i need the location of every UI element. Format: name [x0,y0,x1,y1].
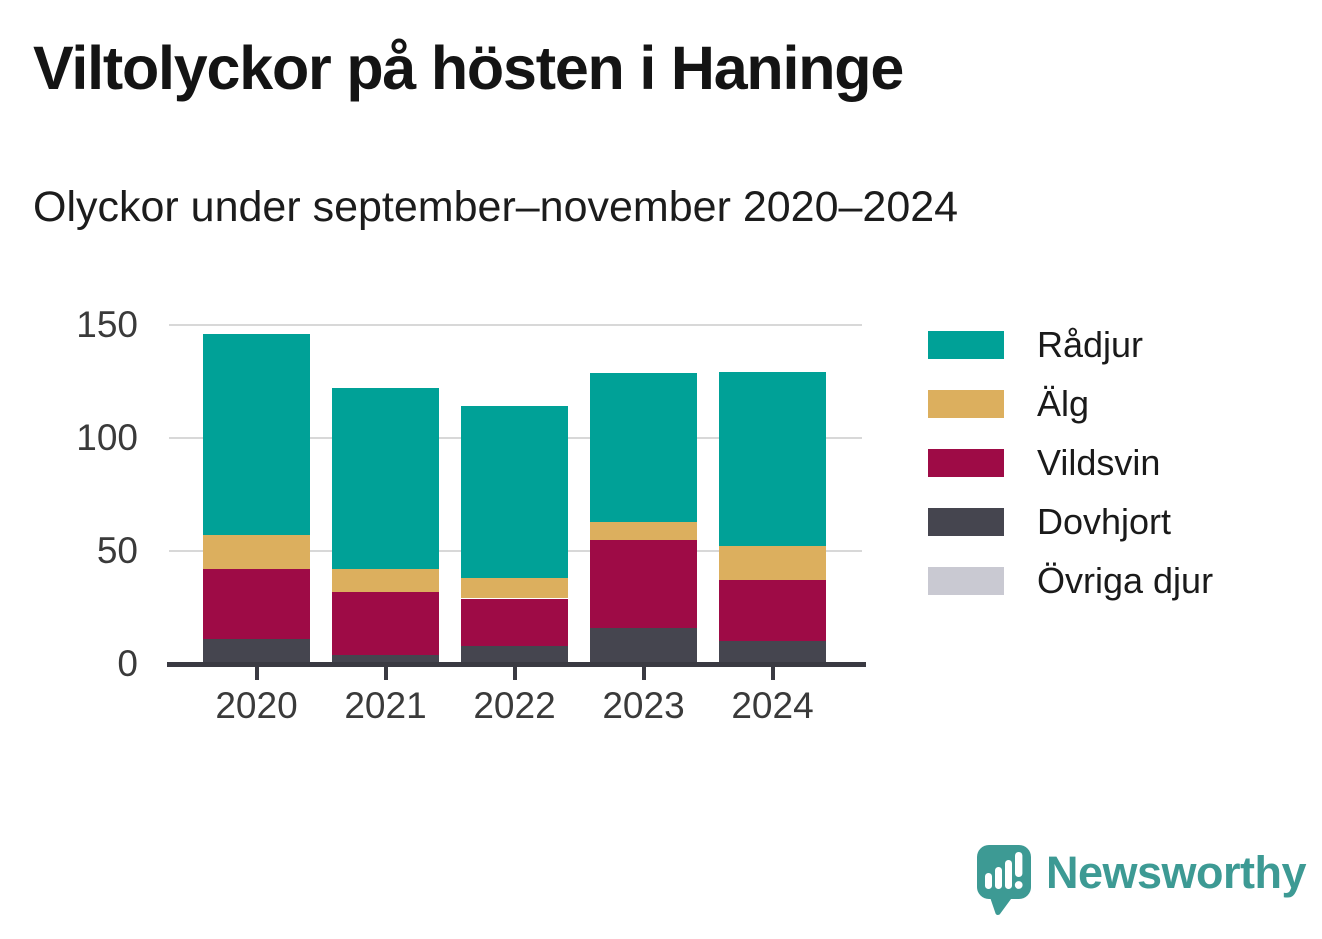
newsworthy-logo-icon [977,845,1031,916]
bar-segment-2023-Dovhjort [590,628,697,664]
y-axis-tick-label: 50 [96,530,138,571]
x-axis-tick [770,667,775,680]
bar-segment-2024-Rådjur [719,372,826,546]
bar-segment-2022-Dovhjort [461,646,568,664]
chart-subtitle: Olyckor under september–november 2020–20… [33,183,959,231]
chart-legend: Rådjur Älg Vildsvin Dovhjort Övriga djur [928,327,1213,599]
brand-name: Newsworthy [1046,847,1307,898]
stacked-bar-chart-plot-area: 0 50 100 150 2020 2021 2022 2023 2024 [76,305,866,726]
bar-segment-2021-Älg [332,569,439,592]
x-axis-tick [641,667,646,680]
legend-item-Rådjur: Rådjur [928,327,1213,363]
bar-segment-2022-Rådjur [461,406,568,578]
bar-segment-2020-Vildsvin [203,569,310,639]
gridline-150 [169,324,862,326]
bar-segment-2024-Dovhjort [719,641,826,664]
bar-segment-2022-Älg [461,578,568,598]
x-axis-tick [254,667,259,680]
bar-segment-2021-Dovhjort [332,655,439,664]
legend-color-chip [928,567,1004,595]
bar-segment-2023-Rådjur [590,373,697,522]
legend-item-Vildsvin: Vildsvin [928,445,1213,481]
legend-color-chip [928,508,1004,536]
bar-segment-2023-Älg [590,522,697,540]
legend-label: Vildsvin [1037,442,1161,483]
x-axis-label-2024: 2024 [731,685,814,726]
bar-segment-2021-Rådjur [332,388,439,569]
page-title: Viltolyckor på hösten i Haninge [33,34,904,102]
y-axis-tick-label: 150 [76,304,138,345]
x-axis-label-2023: 2023 [602,685,685,726]
legend-label: Övriga djur [1037,560,1214,601]
bar-segment-2022-Vildsvin [461,599,568,646]
legend-item-Övriga djur: Övriga djur [928,563,1213,599]
legend-item-Älg: Älg [928,386,1213,422]
x-axis-tick [512,667,517,680]
legend-label: Dovhjort [1037,501,1172,542]
legend-color-chip [928,331,1004,359]
x-axis-tick [383,667,388,680]
bar-segment-2020-Rådjur [203,334,310,535]
legend-label: Rådjur [1037,324,1144,365]
legend-color-chip [928,390,1004,418]
legend-item-Dovhjort: Dovhjort [928,504,1213,540]
y-axis-tick-label: 100 [76,417,138,458]
legend-color-chip [928,449,1004,477]
bar-segment-2020-Dovhjort [203,639,310,664]
bar-segment-2024-Vildsvin [719,580,826,641]
x-axis-line [167,662,866,667]
y-axis-tick-label: 0 [117,643,138,684]
brand-footer: Newsworthy [973,843,1307,921]
bar-segment-2021-Vildsvin [332,592,439,655]
x-axis-label-2022: 2022 [473,685,556,726]
legend-label: Älg [1037,383,1090,424]
bar-segment-2020-Älg [203,535,310,569]
bar-segment-2024-Älg [719,546,826,580]
x-axis-label-2021: 2021 [344,685,427,726]
x-axis-label-2020: 2020 [215,685,298,726]
bar-segment-2023-Vildsvin [590,540,697,628]
